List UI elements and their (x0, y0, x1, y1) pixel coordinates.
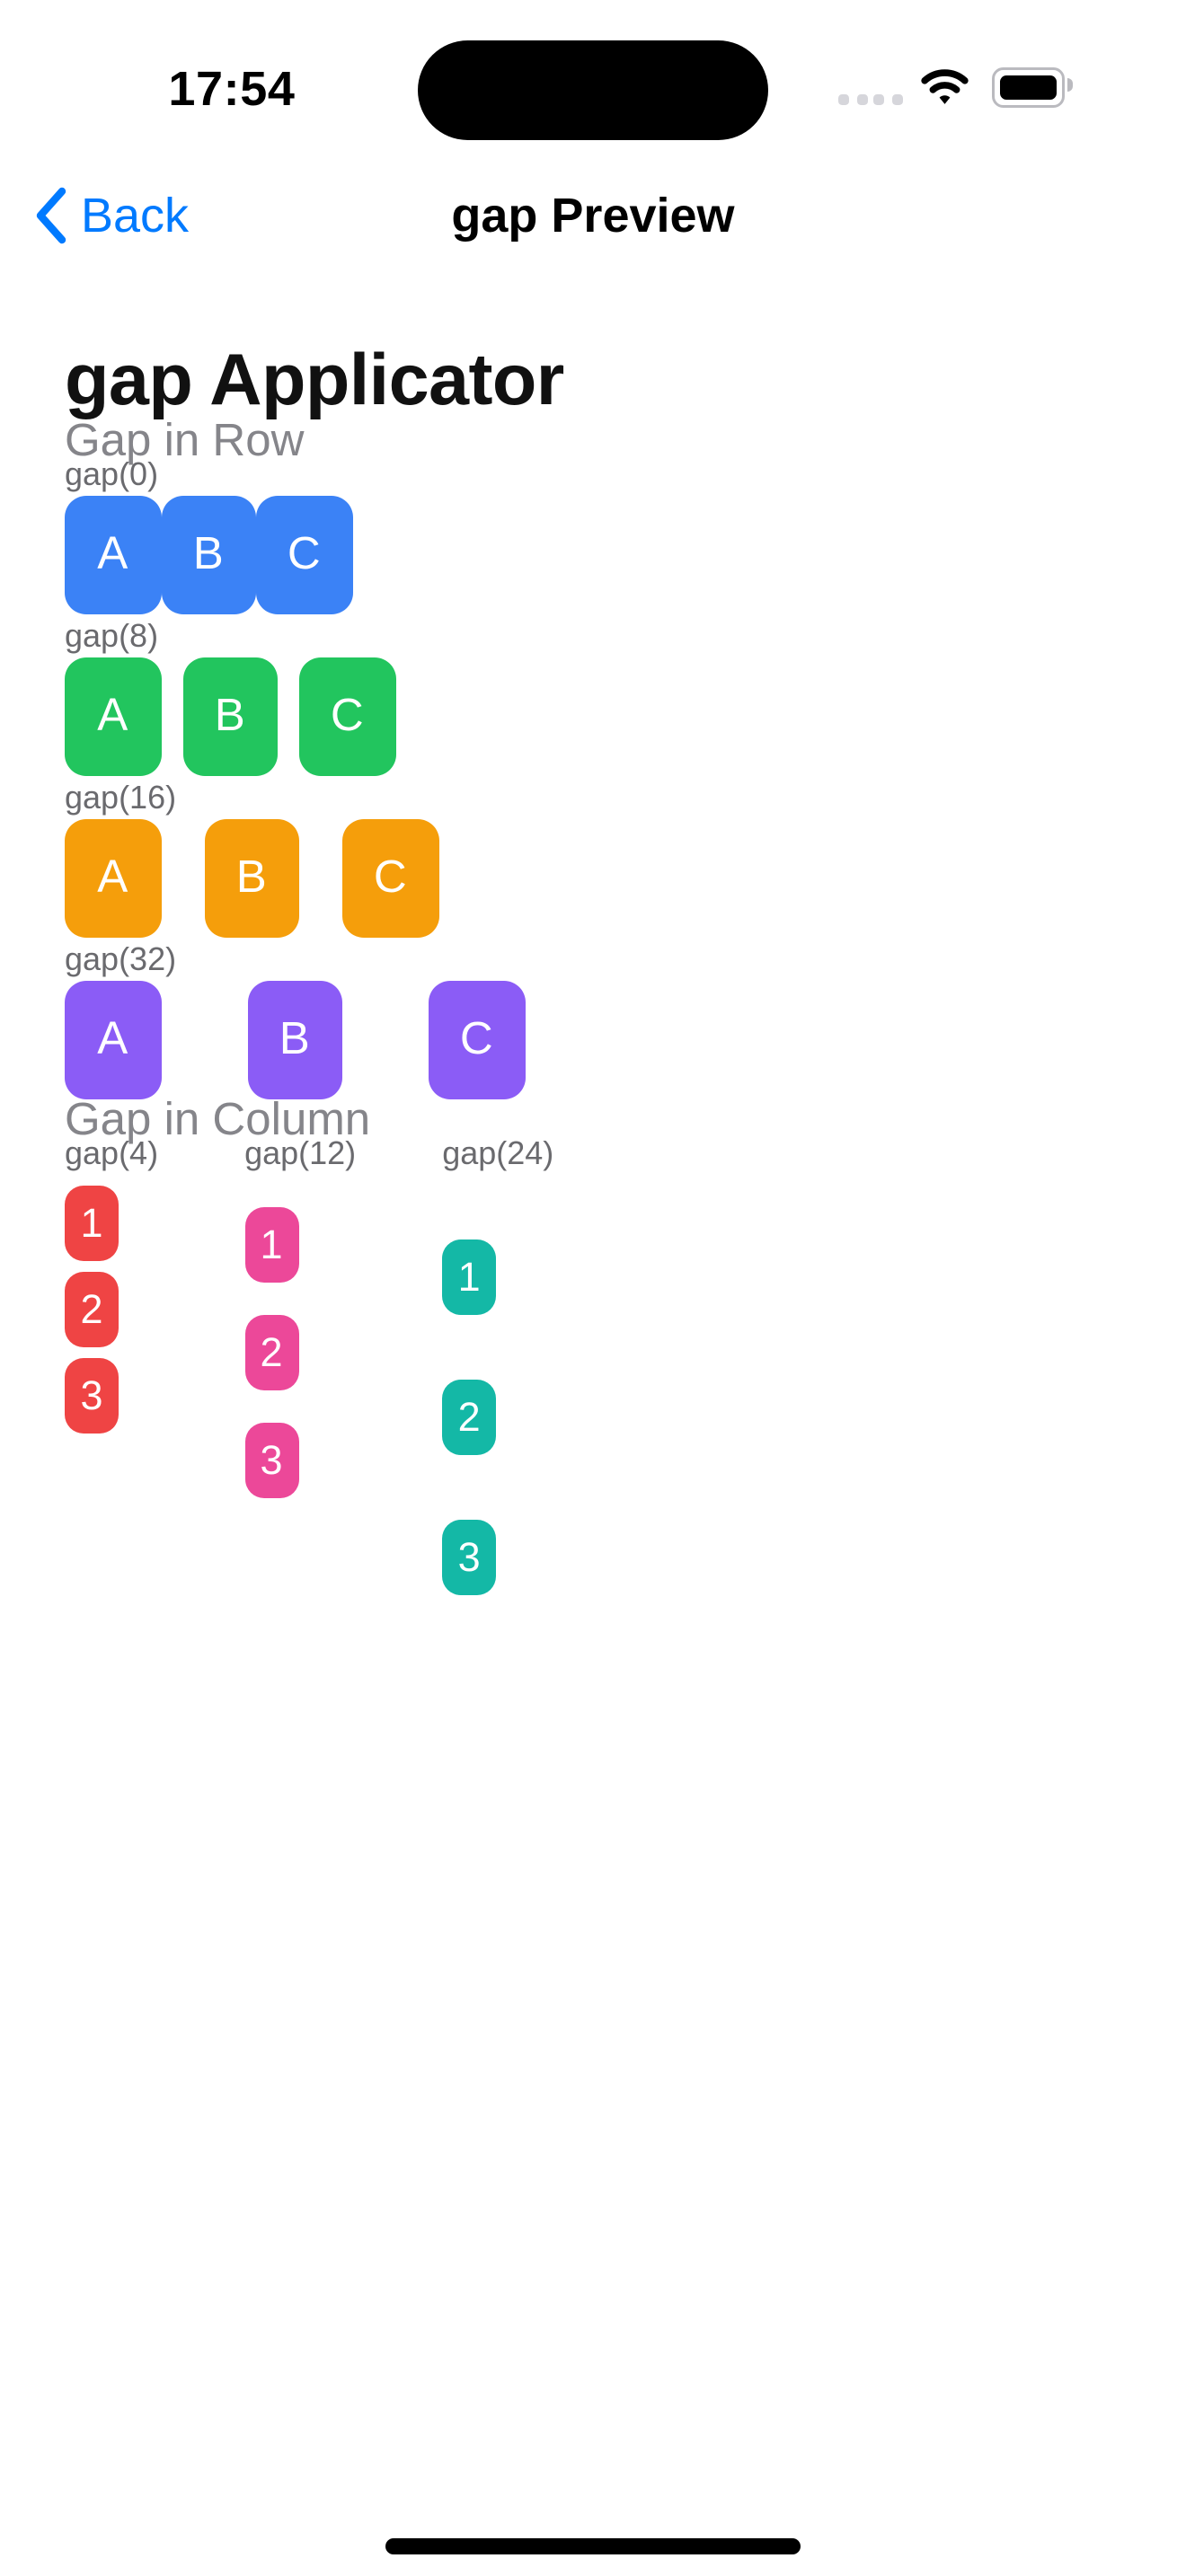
demo-box: 1 (442, 1239, 497, 1315)
status-time: 17:54 (168, 62, 296, 116)
back-button[interactable]: Back (32, 178, 189, 253)
gap-column-label: gap(12) (244, 1134, 357, 1172)
demo-box: 3 (442, 1520, 497, 1595)
gap-column-label: gap(4) (65, 1134, 159, 1172)
demo-box: 3 (65, 1358, 119, 1434)
demo-box: A (65, 496, 161, 614)
demo-box: 2 (442, 1380, 497, 1455)
gap-row-label: gap(32) (65, 940, 177, 978)
gap-column: gap(4) 1 2 3 (65, 1132, 158, 1434)
row-section-heading: Gap in Row (65, 415, 305, 466)
gap-row: A B C (65, 819, 1186, 938)
main-content: gap Applicator Gap in Row gap(0) A B C g… (65, 0, 1186, 1595)
gap-row-label: gap(8) (65, 617, 159, 655)
demo-box: C (256, 496, 352, 614)
page-title: gap Applicator (65, 340, 564, 420)
gap-column: gap(12) 1 2 3 (244, 1132, 356, 1498)
gap-row: A B C (65, 657, 1186, 776)
demo-box: 2 (65, 1272, 119, 1347)
demo-box: B (181, 657, 278, 776)
wifi-icon (919, 67, 970, 119)
gap-row-label: gap(16) (65, 779, 177, 816)
cellular-dots-icon (838, 94, 903, 105)
chevron-left-icon (36, 187, 66, 244)
gap-column: gap(24) 1 2 3 (442, 1132, 553, 1595)
gap-row: A B C (65, 496, 1186, 614)
demo-box: A (65, 657, 161, 776)
dynamic-island (418, 40, 768, 140)
battery-icon (992, 67, 1075, 108)
demo-box: C (429, 981, 525, 1099)
back-label: Back (81, 187, 190, 242)
gap-column-label: gap(24) (442, 1134, 554, 1172)
demo-box: B (160, 496, 256, 614)
demo-box: 2 (244, 1315, 299, 1390)
demo-box: C (342, 819, 438, 938)
home-indicator[interactable] (385, 2536, 801, 2554)
demo-box: A (65, 981, 161, 1099)
demo-box: 3 (244, 1423, 299, 1498)
demo-box: 1 (244, 1207, 299, 1283)
demo-box: 1 (65, 1186, 119, 1261)
column-section-heading: Gap in Column (65, 1094, 371, 1145)
demo-box: B (203, 819, 299, 938)
gap-row-label: gap(0) (65, 455, 159, 493)
demo-box: A (65, 819, 161, 938)
demo-box: C (299, 657, 395, 776)
gap-row: A B C (65, 981, 1186, 1099)
gap-columns: gap(4) 1 2 3 gap(12) 1 2 3 gap(24) 1 2 (65, 1132, 1186, 1595)
demo-box: B (246, 981, 342, 1099)
